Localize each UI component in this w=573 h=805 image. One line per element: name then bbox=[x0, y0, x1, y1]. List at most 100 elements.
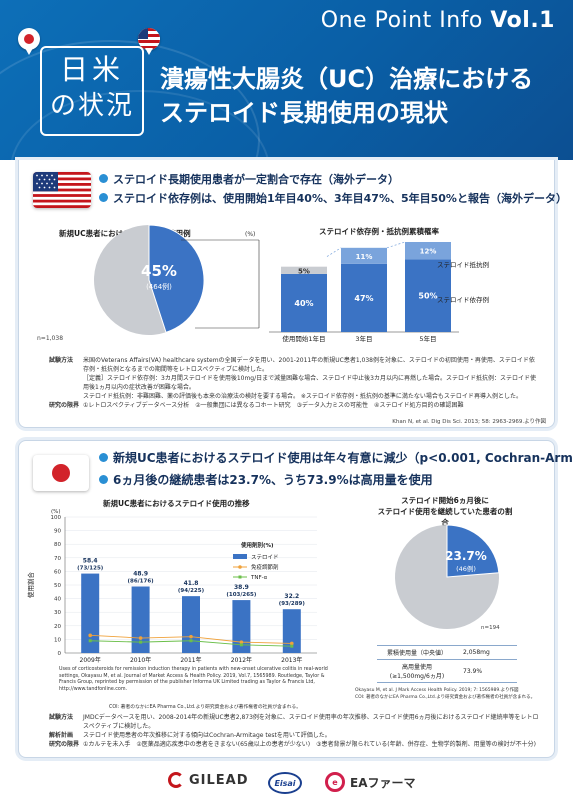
title-line2: ステロイド長期使用の現状 bbox=[160, 99, 448, 127]
y-tick-label: 30 bbox=[54, 610, 61, 616]
us-pin-icon bbox=[138, 28, 160, 50]
x-tick-label: 2010年 bbox=[130, 656, 151, 664]
jp-pie-citation: Okayasu M, et al. J Mark Access Health P… bbox=[355, 688, 536, 700]
legend-steroid: ステロイド bbox=[251, 554, 279, 561]
jp-pie-chart: 23.7% (46例) n=194 bbox=[395, 524, 500, 631]
jp-copyright: Uses of corticosteroids for remission in… bbox=[59, 667, 328, 692]
us-pie-percent: 45% bbox=[141, 262, 177, 280]
us-key-points: ステロイド長期使用患者が一定割合で存在（海外データ） ステロイド依存例は、使用開… bbox=[99, 170, 567, 208]
x-tick-label: 2011年 bbox=[180, 656, 201, 664]
legend-title: 使用剤別(%) bbox=[240, 541, 274, 549]
region-badge: 日米 の状況 bbox=[40, 46, 144, 136]
japan-pin-icon bbox=[18, 28, 40, 50]
gilead-logo: GILEAD bbox=[168, 772, 249, 788]
badge-line1: 日米 bbox=[59, 53, 124, 86]
us-pie-count: (464例) bbox=[146, 282, 172, 291]
key-point: 新規UC患者におけるステロイド使用は年々有意に減少（p<0.001, Cochr… bbox=[99, 447, 573, 469]
bar-count-label: (93/289) bbox=[279, 601, 306, 607]
bar-dependent-label: 47% bbox=[354, 294, 373, 303]
bar-resistant-label: 5% bbox=[298, 267, 310, 275]
us-charts: 45% (464例) n=1,038 (%) ステロイド依存例・抵抗例累積罹率 … bbox=[37, 224, 489, 343]
pin-tail bbox=[25, 48, 33, 55]
jp-pie-percent: 23.7% bbox=[445, 549, 487, 563]
y-tick-label: 0 bbox=[58, 651, 62, 657]
bar-count-label: (94/225) bbox=[178, 588, 205, 594]
bar-category-label: 3年目 bbox=[355, 334, 372, 343]
y-tick-label: 50 bbox=[54, 583, 61, 589]
bar-dependent bbox=[341, 263, 387, 332]
us-bar-title: ステロイド依存例・抵抗例累積罹率 bbox=[319, 226, 439, 236]
tnf-point bbox=[239, 643, 243, 647]
y-tick-label: 100 bbox=[51, 515, 62, 521]
legend-immuno-swatch bbox=[238, 565, 242, 569]
series-prefix: One Point Info bbox=[320, 8, 483, 33]
bar-category-label: 使用開始1年目 bbox=[282, 334, 325, 343]
jp-summary-table: 累積使用量（中央値） 2,058mg 高用量使用 (≥1,500mg/6ヵ月) … bbox=[377, 645, 517, 683]
immuno-point bbox=[290, 641, 294, 646]
y-tick-label: 60 bbox=[54, 569, 61, 575]
footer-logos: GILEAD Eisai e EAファーマ bbox=[0, 762, 573, 805]
tnf-point bbox=[139, 640, 143, 644]
badge-line2: の状況 bbox=[49, 91, 134, 121]
jp-trend-title: 新規UC患者におけるステロイド使用の推移 bbox=[103, 499, 250, 508]
bar-resistant bbox=[405, 242, 451, 260]
y-tick-label: 80 bbox=[54, 542, 61, 548]
ea-pharma-logo: e EAファーマ bbox=[325, 772, 416, 792]
immuno-point bbox=[189, 634, 193, 639]
y-tick-label: 70 bbox=[54, 556, 61, 562]
jp-lines bbox=[88, 633, 294, 648]
immuno-point bbox=[88, 633, 92, 638]
pin-tail bbox=[145, 48, 153, 55]
table-row: 累積使用量（中央値） 2,058mg bbox=[377, 645, 517, 660]
tnf-point bbox=[189, 639, 193, 643]
guide-line bbox=[386, 241, 406, 249]
us-pie-chart bbox=[93, 224, 205, 335]
title-line1: 潰瘍性大腸炎（UC）治療における bbox=[160, 65, 534, 93]
bar-dependent bbox=[281, 273, 327, 332]
us-pie-n: n=1,038 bbox=[37, 335, 63, 342]
series-title: One Point Info Vol.1 bbox=[321, 8, 555, 33]
jp-x-axis: 2009年 2010年 2011年 2012年 2013年 bbox=[80, 656, 303, 664]
pie-slice-other bbox=[93, 225, 166, 335]
note-row: 試験方法 JMDCデータベースを用い、2008-2014年の新規UC患者2,873… bbox=[49, 714, 539, 730]
legend-tnf: TNF-α bbox=[250, 575, 268, 581]
bar-count-label: (86/176) bbox=[128, 578, 155, 584]
key-point: 6ヵ月後の継続患者は23.7%、うち73.9%は高用量を使用 bbox=[99, 469, 573, 491]
guide-line bbox=[326, 247, 342, 257]
y-tick-label: 40 bbox=[54, 597, 61, 603]
jp-pie-n: n=194 bbox=[481, 625, 500, 631]
legend-immuno: 免疫調節剤 bbox=[251, 563, 279, 571]
japan-data-section: 新規UC患者におけるステロイド使用は年々有意に減少（p<0.001, Cochr… bbox=[18, 440, 573, 758]
jp-key-points: 新規UC患者におけるステロイド使用は年々有意に減少（p<0.001, Cochr… bbox=[99, 447, 573, 491]
note-row: 研究の限界 ①カルテを未入手 ②医薬品適応疾患中の患者をきまない(65歳以上の患者… bbox=[49, 741, 536, 748]
bar-value-label: 32.2 bbox=[284, 593, 299, 600]
x-tick-label: 2009年 bbox=[80, 656, 101, 664]
jp-pie-count: (46例) bbox=[456, 564, 476, 573]
tnf-point bbox=[88, 639, 92, 643]
page-title: 潰瘍性大腸炎（UC）治療における ステロイド長期使用の現状 bbox=[160, 62, 533, 130]
us-flag-icon bbox=[33, 172, 91, 208]
jp-unit: (%) bbox=[51, 509, 61, 515]
bar-category-label: 5年目 bbox=[419, 334, 436, 343]
bar-dependent-label: 40% bbox=[294, 299, 313, 308]
steroid-bar bbox=[81, 573, 100, 653]
jp-study-notes: 試験方法 JMDCデータベースを用い、2008-2014年の新規UC患者2,873… bbox=[49, 713, 539, 749]
steroid-bar bbox=[131, 586, 150, 653]
pie-slice-main bbox=[148, 224, 205, 333]
eisai-logo: Eisai bbox=[268, 772, 302, 794]
jp-trend-chart: (%) 0 10 20 30 40 50 60 70 80 90 100 58.4(73/125) 4… bbox=[26, 509, 317, 664]
us-bar-chart: 40% 5% 使用開始1年目 47% 11% 3年目 50% 12% 5年目 bbox=[269, 241, 459, 343]
us-study-notes: 試験方法 米国のVeterans Affairs(VA) healthcare s… bbox=[49, 356, 539, 410]
y-tick-label: 10 bbox=[54, 637, 61, 643]
steroid-bar bbox=[232, 600, 251, 653]
jp-coi: COI: 著者のなかにEA Pharma Co.,Ltd.より研究資金および著作… bbox=[109, 705, 302, 710]
bar-dependent bbox=[405, 259, 451, 332]
ea-logo-icon: e bbox=[325, 772, 345, 792]
legend-tnf-swatch bbox=[238, 575, 242, 579]
bar-value-label: 41.8 bbox=[184, 580, 199, 587]
header-banner: One Point Info Vol.1 日米 の状況 潰瘍性大腸炎（UC）治療… bbox=[0, 0, 573, 160]
japan-flag-icon bbox=[33, 455, 89, 491]
steroid-bar bbox=[282, 609, 301, 653]
us-data-section: ステロイド長期使用患者が一定割合で存在（海外データ） ステロイド依存例は、使用開… bbox=[18, 160, 567, 428]
